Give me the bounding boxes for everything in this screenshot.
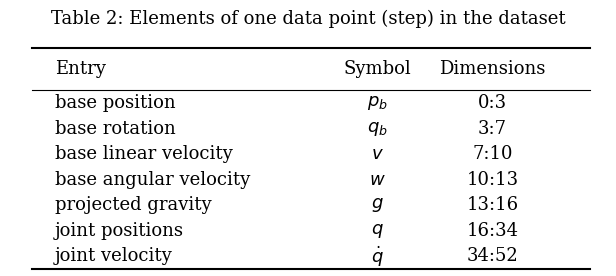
Text: base linear velocity: base linear velocity bbox=[55, 145, 232, 163]
Text: 7:10: 7:10 bbox=[472, 145, 513, 163]
Text: base angular velocity: base angular velocity bbox=[55, 171, 250, 189]
Text: 3:7: 3:7 bbox=[478, 120, 507, 137]
Text: $g$: $g$ bbox=[371, 196, 384, 214]
Text: joint velocity: joint velocity bbox=[55, 247, 172, 265]
Text: projected gravity: projected gravity bbox=[55, 196, 211, 214]
Text: $q_b$: $q_b$ bbox=[367, 120, 387, 137]
Text: Table 2: Elements of one data point (step) in the dataset: Table 2: Elements of one data point (ste… bbox=[51, 10, 565, 28]
Text: $w$: $w$ bbox=[369, 171, 386, 189]
Text: base position: base position bbox=[55, 94, 175, 112]
Text: base rotation: base rotation bbox=[55, 120, 176, 137]
Text: 34:52: 34:52 bbox=[466, 247, 518, 265]
Text: 10:13: 10:13 bbox=[466, 171, 519, 189]
Text: 13:16: 13:16 bbox=[466, 196, 519, 214]
Text: $q$: $q$ bbox=[371, 222, 384, 240]
Text: $\dot{q}$: $\dot{q}$ bbox=[371, 244, 384, 269]
Text: $v$: $v$ bbox=[371, 145, 384, 163]
Text: 16:34: 16:34 bbox=[466, 222, 518, 240]
Text: joint positions: joint positions bbox=[55, 222, 184, 240]
Text: Entry: Entry bbox=[55, 60, 105, 78]
Text: $p_b$: $p_b$ bbox=[367, 94, 387, 112]
Text: Symbol: Symbol bbox=[343, 60, 411, 78]
Text: 0:3: 0:3 bbox=[478, 94, 507, 112]
Text: Dimensions: Dimensions bbox=[439, 60, 546, 78]
